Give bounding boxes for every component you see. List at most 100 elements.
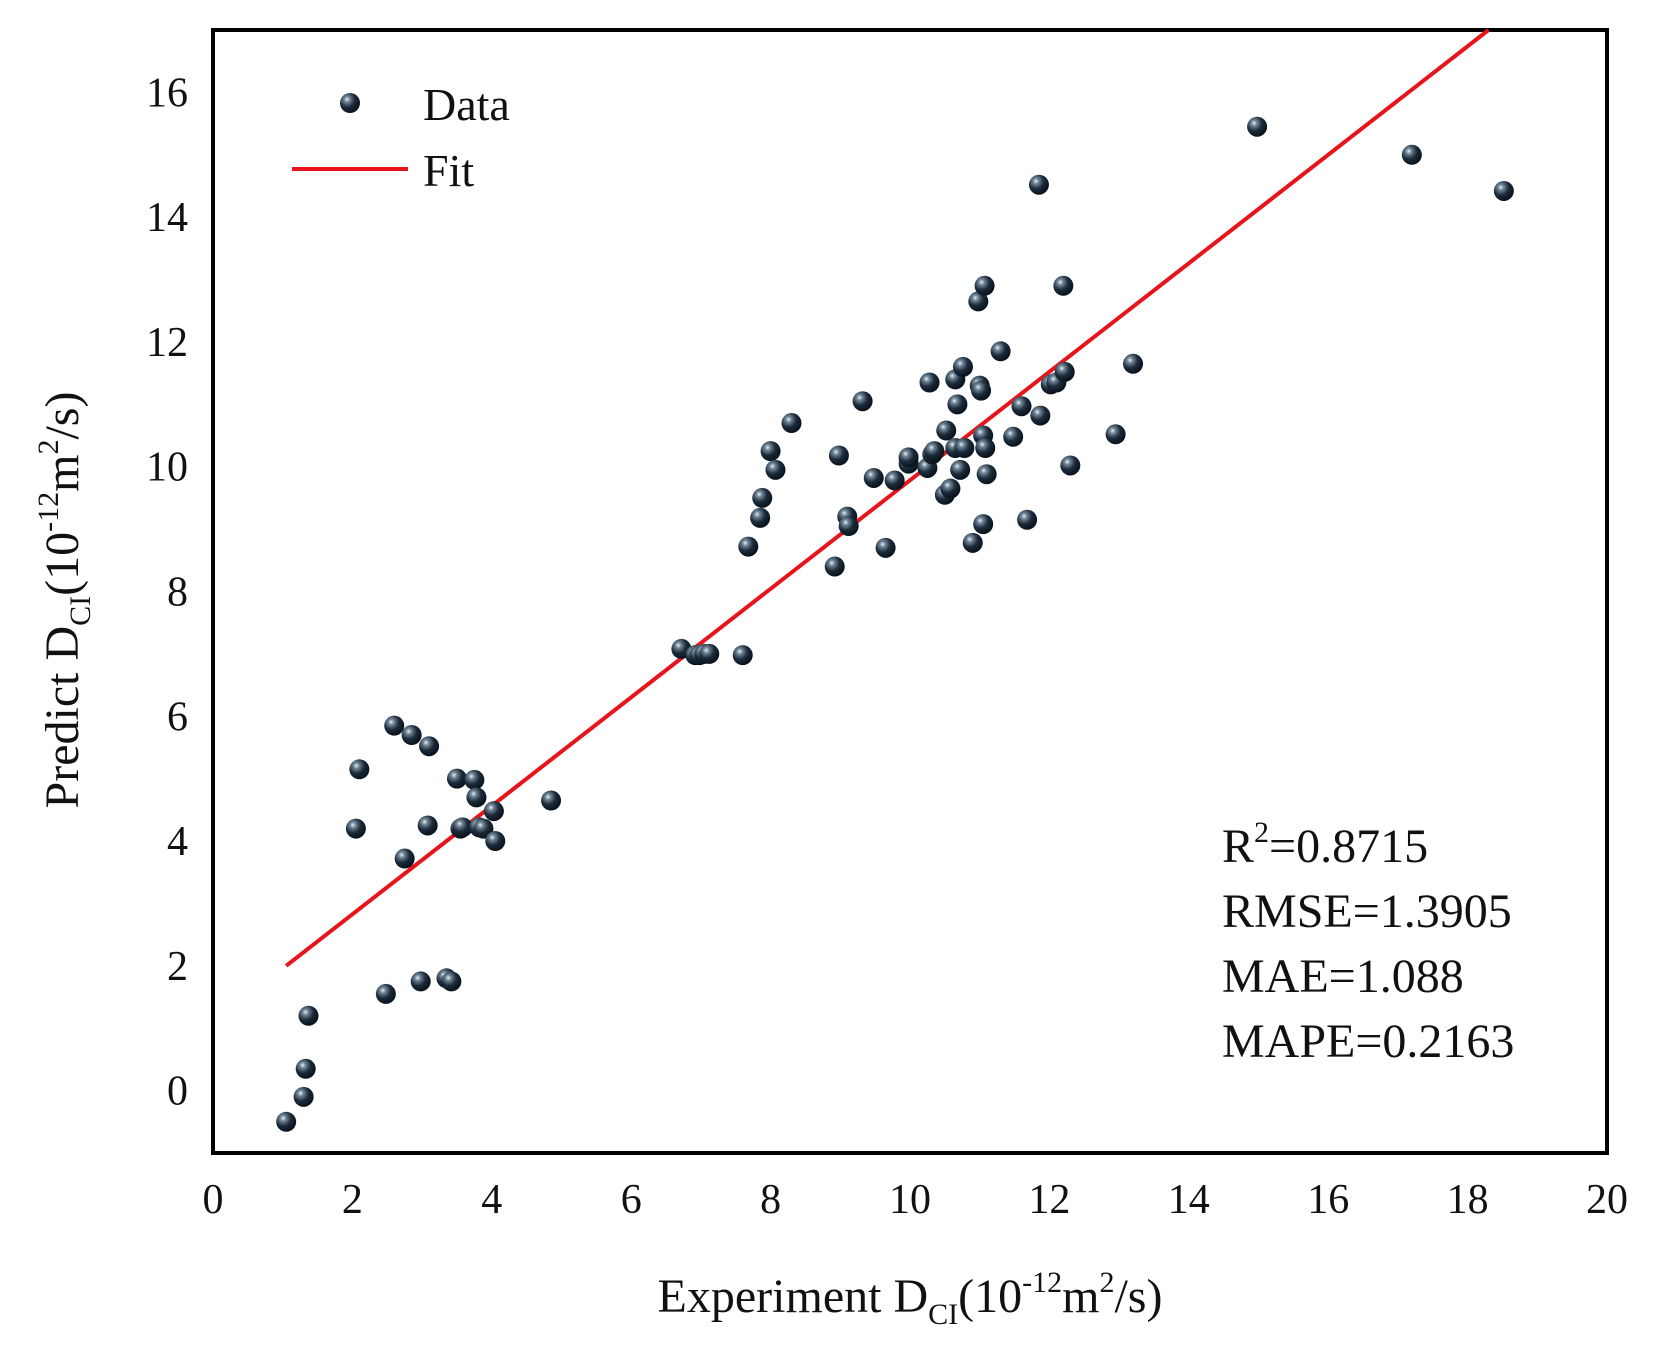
x-tick-label: 16 [1307, 1177, 1349, 1223]
metric-r2: R2=0.8715 [1222, 816, 1428, 873]
data-point [473, 818, 494, 839]
data-point [1011, 396, 1032, 417]
data-point [1060, 455, 1081, 476]
data-point [971, 380, 992, 401]
data-point [699, 643, 720, 664]
x-tick-label: 2 [342, 1177, 363, 1223]
data-point [410, 971, 431, 992]
data-point [1003, 426, 1024, 447]
metric-rmse: RMSE=1.3905 [1222, 885, 1512, 938]
data-point [349, 759, 370, 780]
data-point [975, 438, 996, 459]
x-tick-label: 4 [481, 1177, 502, 1223]
data-point [950, 459, 971, 480]
data-point [1247, 116, 1268, 137]
data-point [760, 441, 781, 462]
y-tick-label: 8 [167, 570, 188, 616]
y-tick-label: 6 [167, 694, 188, 740]
data-point [919, 372, 940, 393]
x-tick-label: 6 [621, 1177, 642, 1223]
y-axis-title: Predict DCI(10-12m2/s) [32, 392, 97, 809]
y-tick-label: 4 [167, 819, 188, 865]
data-point [417, 815, 438, 836]
data-points [276, 116, 1514, 1132]
y-tick-label: 10 [146, 445, 188, 491]
data-point [485, 831, 506, 852]
data-point [541, 790, 562, 811]
data-point [828, 445, 849, 466]
metric-mape: MAPE=0.2163 [1222, 1015, 1514, 1068]
data-point [973, 514, 994, 535]
data-point [738, 536, 759, 557]
data-point [1401, 144, 1422, 165]
x-tick-label: 14 [1168, 1177, 1210, 1223]
x-tick-label: 12 [1028, 1177, 1070, 1223]
data-point [863, 467, 884, 488]
data-point [375, 983, 396, 1004]
data-point [464, 769, 485, 790]
data-point [298, 1005, 319, 1026]
data-point [345, 818, 366, 839]
data-point [824, 556, 845, 577]
data-point [483, 801, 504, 822]
data-point [936, 420, 957, 441]
data-point [952, 356, 973, 377]
data-point [384, 715, 405, 736]
legend: Data Fit [292, 79, 510, 196]
data-point [1028, 174, 1049, 195]
data-point [293, 1086, 314, 1107]
data-point [781, 413, 802, 434]
x-tick-label: 0 [203, 1177, 224, 1223]
data-point [441, 971, 462, 992]
plot-frame [211, 28, 1609, 1155]
data-point [1493, 180, 1514, 201]
data-point [954, 438, 975, 459]
data-point [750, 507, 771, 528]
data-point [765, 459, 786, 480]
data-point [968, 291, 989, 312]
data-point [446, 768, 467, 789]
metrics-annotation: R2=0.8715 RMSE=1.3905 MAE=1.088 MAPE=0.2… [1222, 816, 1514, 1068]
y-tick-label: 12 [146, 320, 188, 366]
data-point [875, 537, 896, 558]
metric-mae: MAE=1.088 [1222, 950, 1464, 1003]
data-point [295, 1058, 316, 1079]
data-point [394, 848, 415, 869]
x-tick-label: 10 [889, 1177, 931, 1223]
data-point [732, 645, 753, 666]
data-point [466, 787, 487, 808]
data-point [419, 736, 440, 757]
x-axis-title: Experiment DCI(10-12m2/s) [658, 1266, 1163, 1331]
y-tick-label: 2 [167, 944, 188, 990]
data-point [1017, 509, 1038, 530]
data-point [947, 394, 968, 415]
legend-data-marker [340, 93, 360, 113]
x-axis-ticks: 0 2 4 6 8 10 12 14 16 18 20 [203, 1177, 1629, 1223]
data-point [1123, 353, 1144, 374]
x-tick-label: 18 [1447, 1177, 1489, 1223]
data-point [990, 341, 1011, 362]
legend-fit-label: Fit [423, 145, 474, 196]
data-point [940, 478, 961, 499]
data-point [1030, 405, 1051, 426]
data-point [974, 275, 995, 296]
data-point [452, 817, 473, 838]
data-point [276, 1111, 297, 1132]
data-point [1105, 424, 1126, 445]
data-point [1054, 361, 1075, 382]
data-point [838, 515, 859, 536]
data-point [852, 391, 873, 412]
legend-data-label: Data [423, 79, 510, 130]
y-axis-ticks: 0 2 4 6 8 10 12 14 16 [146, 70, 188, 1114]
data-point [924, 441, 945, 462]
data-point [962, 532, 983, 553]
y-tick-label: 16 [146, 70, 188, 116]
data-point [976, 464, 997, 485]
data-point [401, 724, 422, 745]
data-point [898, 447, 919, 468]
data-point [1053, 275, 1074, 296]
x-tick-label: 20 [1586, 1177, 1628, 1223]
x-tick-label: 8 [760, 1177, 781, 1223]
data-point [884, 470, 905, 491]
